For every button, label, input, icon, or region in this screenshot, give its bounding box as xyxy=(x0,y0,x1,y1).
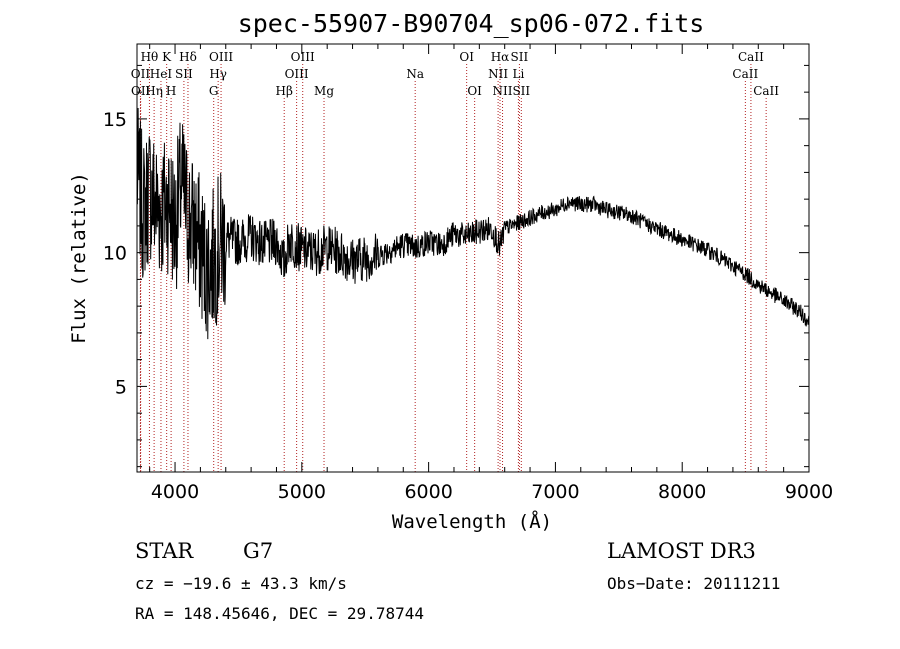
line-label: Hα xyxy=(491,50,510,64)
line-label: H xyxy=(166,84,176,98)
line-label: Na xyxy=(406,67,424,81)
spectrum-line xyxy=(137,107,809,340)
line-label: CaII xyxy=(732,67,758,81)
x-tick-label: 9000 xyxy=(785,481,833,503)
y-tick-label: 5 xyxy=(115,376,127,398)
x-tick-label: 6000 xyxy=(404,481,452,503)
chart-title: spec-55907-B90704_sp06-072.fits xyxy=(238,9,705,38)
line-label: OIII xyxy=(285,67,309,81)
survey-name: LAMOST DR3 xyxy=(607,539,756,563)
y-tick-label: 10 xyxy=(103,243,127,265)
y-axis-label: Flux (relative) xyxy=(68,172,90,344)
redshift-cz: cz = −19.6 ± 43.3 km/s xyxy=(135,574,347,593)
x-tick-label: 4000 xyxy=(151,481,199,503)
object-subclass: G7 xyxy=(243,539,273,563)
line-label: HeI xyxy=(150,67,173,81)
line-label: OIII xyxy=(291,50,315,64)
line-label: OII xyxy=(131,84,151,98)
object-class: STAR xyxy=(135,539,194,563)
x-tick-label: 5000 xyxy=(278,481,326,503)
line-label: NII xyxy=(488,67,508,81)
line-label: Hδ xyxy=(179,50,197,64)
line-label: NII xyxy=(493,84,513,98)
line-label: Hβ xyxy=(276,84,293,98)
x-tick-label: 7000 xyxy=(531,481,579,503)
x-tick-label: 8000 xyxy=(658,481,706,503)
line-label: Li xyxy=(512,67,524,81)
line-label: G xyxy=(209,84,219,98)
line-label: OI xyxy=(467,84,482,98)
line-label: SII xyxy=(512,84,530,98)
line-label: Mg xyxy=(314,84,334,98)
x-axis-label: Wavelength (Å) xyxy=(392,510,552,533)
line-label: CaII xyxy=(738,50,764,64)
x-axis-ticks: 4000 5000 6000 7000 8000 9000 xyxy=(149,44,833,503)
line-label: Hθ xyxy=(141,50,159,64)
y-tick-label: 15 xyxy=(103,109,127,131)
observation-date: Obs−Date: 20111211 xyxy=(607,574,780,593)
spectrum-plot-area xyxy=(137,107,809,340)
y-axis-ticks: 5 10 15 xyxy=(103,64,809,468)
line-label: Hη xyxy=(145,84,163,98)
emission-line-markers xyxy=(139,64,767,472)
line-label: SII xyxy=(175,67,193,81)
line-label: Hγ xyxy=(209,67,227,81)
line-label: OI xyxy=(459,50,474,64)
line-label: CaII xyxy=(753,84,779,98)
line-label: OII xyxy=(131,67,151,81)
plot-frame xyxy=(136,43,810,473)
line-label: OIII xyxy=(209,50,233,64)
line-label: SII xyxy=(511,50,529,64)
coordinates: RA = 148.45646, DEC = 29.78744 xyxy=(135,604,424,623)
line-label: K xyxy=(162,50,172,64)
